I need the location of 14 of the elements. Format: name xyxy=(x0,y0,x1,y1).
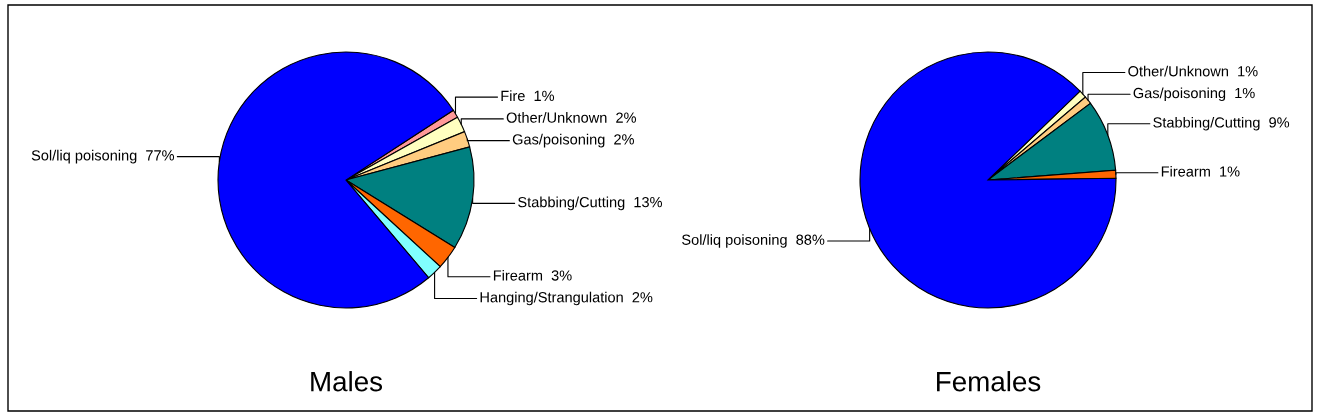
slice-label: Sol/liq poisoning 77% xyxy=(31,149,175,164)
slice-label: Gas/poisoning 2% xyxy=(512,133,635,148)
slice-label: Hanging/Strangulation 2% xyxy=(480,291,653,306)
slice-label: Gas/poisoning 1% xyxy=(1133,87,1255,102)
slice-label: Firearm 1% xyxy=(1161,165,1240,177)
slice-label: Sol/liq poisoning 88% xyxy=(682,234,825,248)
slice-label: Firearm 3% xyxy=(493,269,572,281)
slice-label: Other/Unknown 1% xyxy=(1128,65,1258,77)
slice-label: Stabbing/Cutting 9% xyxy=(1153,116,1290,131)
slice-label: Stabbing/Cutting 13% xyxy=(518,196,663,211)
text: Males xyxy=(311,371,383,392)
text: Females xyxy=(937,371,1041,392)
slice-label: Other/Unknown 2% xyxy=(506,112,637,123)
slice-label: Fire 1% xyxy=(501,90,555,102)
